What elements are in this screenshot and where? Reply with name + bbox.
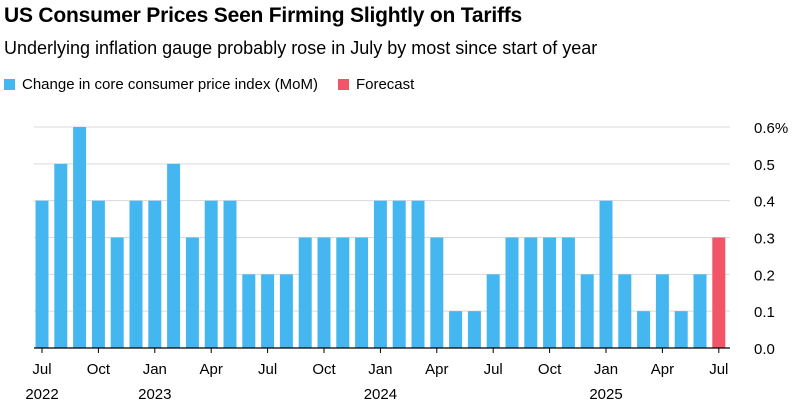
bar bbox=[543, 237, 557, 348]
x-tick-label: Jul bbox=[258, 361, 277, 378]
bar bbox=[204, 200, 218, 348]
bar bbox=[467, 311, 481, 348]
bar bbox=[35, 200, 49, 348]
x-tick-label: Jul bbox=[484, 361, 503, 378]
x-tick-label: Oct bbox=[312, 361, 336, 378]
bar bbox=[242, 274, 256, 348]
chart-subtitle: Underlying inflation gauge probably rose… bbox=[4, 38, 598, 58]
bar bbox=[449, 311, 463, 348]
bar bbox=[298, 237, 312, 348]
bar bbox=[486, 274, 500, 348]
x-tick-label: Apr bbox=[651, 361, 674, 378]
y-tick-label: 0.0 bbox=[754, 341, 775, 358]
legend-swatch-actual bbox=[4, 79, 15, 90]
chart-legend: Change in core consumer price index (MoM… bbox=[4, 76, 434, 93]
x-tick-label: Oct bbox=[87, 361, 111, 378]
bar bbox=[674, 311, 688, 348]
bar-chart: 0.6% 0.5 0.4 0.3 0.2 0.1 0.0 Jul 2022 Oct Jan 2023 A… bbox=[25, 120, 788, 403]
x-tick-label: Jul bbox=[32, 361, 51, 378]
x-year-label: 2024 bbox=[364, 386, 397, 403]
y-tick-label: 0.1 bbox=[754, 304, 775, 321]
x-tick-label: Apr bbox=[200, 361, 223, 378]
x-year-label: 2025 bbox=[589, 386, 622, 403]
x-year-label: 2023 bbox=[138, 386, 171, 403]
y-tick-label: 0.3 bbox=[754, 231, 775, 248]
y-tick-label: 0.5 bbox=[754, 157, 775, 174]
forecast-bar bbox=[712, 237, 726, 348]
bar bbox=[148, 200, 162, 348]
legend-label-forecast: Forecast bbox=[355, 76, 415, 93]
bar bbox=[261, 274, 275, 348]
x-tick-label: Jan bbox=[594, 361, 618, 378]
x-year-label: 2022 bbox=[25, 386, 58, 403]
x-tick-label: Oct bbox=[538, 361, 562, 378]
x-tick-label: Jan bbox=[368, 361, 392, 378]
bar bbox=[637, 311, 651, 348]
legend-item-forecast: Forecast bbox=[337, 76, 415, 93]
bar bbox=[411, 200, 425, 348]
bar bbox=[73, 127, 87, 348]
y-tick-label: 0.2 bbox=[754, 267, 775, 284]
bar bbox=[336, 237, 350, 348]
bar bbox=[392, 200, 406, 348]
bar bbox=[317, 237, 331, 348]
y-tick-label: 0.4 bbox=[754, 194, 775, 211]
x-tick-label: Apr bbox=[425, 361, 448, 378]
bar bbox=[505, 237, 519, 348]
legend-swatch-forecast bbox=[337, 79, 349, 90]
bar bbox=[693, 274, 707, 348]
bar bbox=[223, 200, 237, 348]
bar bbox=[279, 274, 293, 348]
bar bbox=[561, 237, 575, 348]
bar bbox=[618, 274, 632, 348]
bar bbox=[91, 200, 105, 348]
x-tick-label: Jul bbox=[709, 361, 728, 378]
bar bbox=[110, 237, 124, 348]
legend-item-actual: Change in core consumer price index (MoM… bbox=[4, 76, 318, 93]
bar bbox=[373, 200, 387, 348]
bar bbox=[580, 274, 594, 348]
y-tick-label: 0.6% bbox=[754, 120, 788, 137]
bar bbox=[54, 163, 68, 348]
bar bbox=[129, 200, 143, 348]
bar bbox=[655, 274, 669, 348]
bar bbox=[355, 237, 369, 348]
x-tick-label: Jan bbox=[143, 361, 167, 378]
bar bbox=[185, 237, 199, 348]
bar bbox=[430, 237, 444, 348]
chart-title: US Consumer Prices Seen Firming Slightly… bbox=[4, 4, 523, 27]
bar bbox=[599, 200, 613, 348]
bar bbox=[167, 163, 181, 348]
legend-label-actual: Change in core consumer price index (MoM… bbox=[22, 76, 318, 93]
bar bbox=[524, 237, 538, 348]
